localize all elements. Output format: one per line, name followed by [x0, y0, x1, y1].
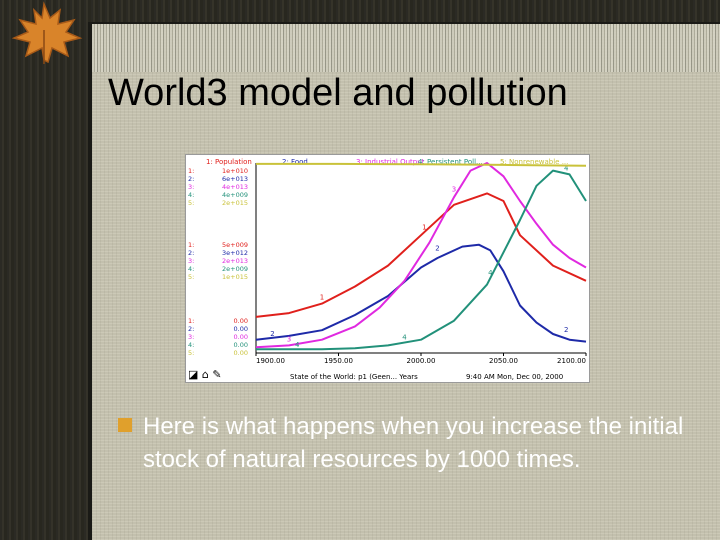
- scale-label-0-5: 2e+015: [222, 199, 248, 207]
- scale-label-1-3: 2e+013: [222, 257, 248, 265]
- series-line-5: [256, 162, 587, 167]
- bullet-square-icon: [118, 418, 132, 432]
- series-marker-1: 1: [320, 294, 324, 302]
- left-decor-band: [0, 0, 88, 540]
- series-marker-3: 3: [287, 336, 291, 344]
- series-marker-4: 4: [295, 341, 300, 349]
- scale-label-2-2: 0.00: [234, 325, 248, 333]
- scale-number-0-2: 2:: [188, 175, 194, 183]
- scale-number-0-3: 3:: [188, 183, 194, 191]
- legend-item-3: 3: Industrial Output: [356, 158, 425, 166]
- series-line-2: [255, 243, 587, 343]
- bullet-text: Here is what happens when you increase t…: [143, 413, 684, 473]
- scale-number-0-4: 4:: [188, 191, 194, 199]
- series-marker-4: 4: [402, 334, 407, 342]
- series-marker-2: 2: [564, 326, 568, 334]
- scale-label-0-2: 6e+013: [222, 175, 248, 183]
- scale-number-0-5: 5:: [188, 199, 194, 207]
- graph-tools-icon[interactable]: ◪ ⌂ ✎: [188, 368, 222, 381]
- scale-label-0-3: 4e+013: [222, 183, 248, 191]
- scale-label-2-1: 0.00: [234, 317, 248, 325]
- scale-number-2-3: 3:: [188, 333, 194, 341]
- scale-number-1-4: 4:: [188, 265, 194, 273]
- vensim-graph-window: 1: Population 2: Food 3: Industrial Output…: [185, 154, 590, 383]
- scale-number-2-2: 2:: [188, 325, 194, 333]
- scale-label-2-3: 0.00: [234, 333, 248, 341]
- scale-label-2-4: 0.00: [234, 341, 248, 349]
- scale-number-2-1: 1:: [188, 317, 194, 325]
- series-marker-4: 4: [564, 165, 569, 173]
- scale-number-1-1: 1:: [188, 241, 194, 249]
- scale-label-0-1: 1e+010: [222, 167, 248, 175]
- scale-label-2-5: 0.00: [234, 349, 248, 357]
- top-decor-band: [0, 0, 720, 22]
- legend-item-4: 4: Persistent Poll...: [418, 158, 483, 166]
- maple-leaf-icon: [11, 1, 83, 64]
- series-line-1: [255, 192, 587, 318]
- graph-footer-time: 9:40 AM Mon, Dec 00, 2000: [466, 373, 563, 381]
- scale-number-1-3: 3:: [188, 257, 194, 265]
- series-line-4: [256, 169, 587, 351]
- scale-number-0-1: 1:: [188, 167, 194, 175]
- x-tick-label: 1950.00: [324, 357, 353, 365]
- scale-number-2-4: 4:: [188, 341, 194, 349]
- x-tick-label: 2100.00: [557, 357, 586, 365]
- series-marker-4: 4: [488, 269, 493, 277]
- series-marker-2: 2: [435, 244, 439, 252]
- graph-toolbar[interactable]: ◪ ⌂ ✎: [188, 368, 222, 381]
- series-marker-1: 1: [422, 223, 426, 231]
- scale-number-1-5: 5:: [188, 273, 194, 281]
- scale-label-1-2: 3e+012: [222, 249, 248, 257]
- series-marker-3: 3: [452, 185, 456, 193]
- x-tick-label: 2000.00: [407, 357, 436, 365]
- graph-footer-title: State of the World: p1 (Geen... Years: [290, 373, 418, 381]
- world3-line-chart: 1: Population 2: Food 3: Industrial Output…: [188, 158, 587, 381]
- legend-item-2: 2: Food: [282, 158, 308, 166]
- scale-label-1-4: 2e+009: [222, 265, 248, 273]
- legend-item-5: 5: Nonrenewable ...: [500, 158, 568, 166]
- scale-label-1-1: 5e+009: [222, 241, 248, 249]
- x-tick-label: 1900.00: [256, 357, 285, 365]
- title-texture-strip: [92, 24, 720, 72]
- series-line-3: [255, 162, 587, 349]
- x-tick-label: 2050.00: [489, 357, 518, 365]
- legend-item-1: 1: Population: [206, 158, 252, 166]
- scale-label-1-5: 1e+015: [222, 273, 248, 281]
- scale-number-1-2: 2:: [188, 249, 194, 257]
- scale-number-2-5: 5:: [188, 349, 194, 357]
- slide-title: World3 model and pollution: [108, 72, 568, 114]
- scale-label-0-4: 4e+009: [222, 191, 248, 199]
- plot-axis-frame: [255, 163, 586, 354]
- series-marker-2: 2: [270, 330, 274, 338]
